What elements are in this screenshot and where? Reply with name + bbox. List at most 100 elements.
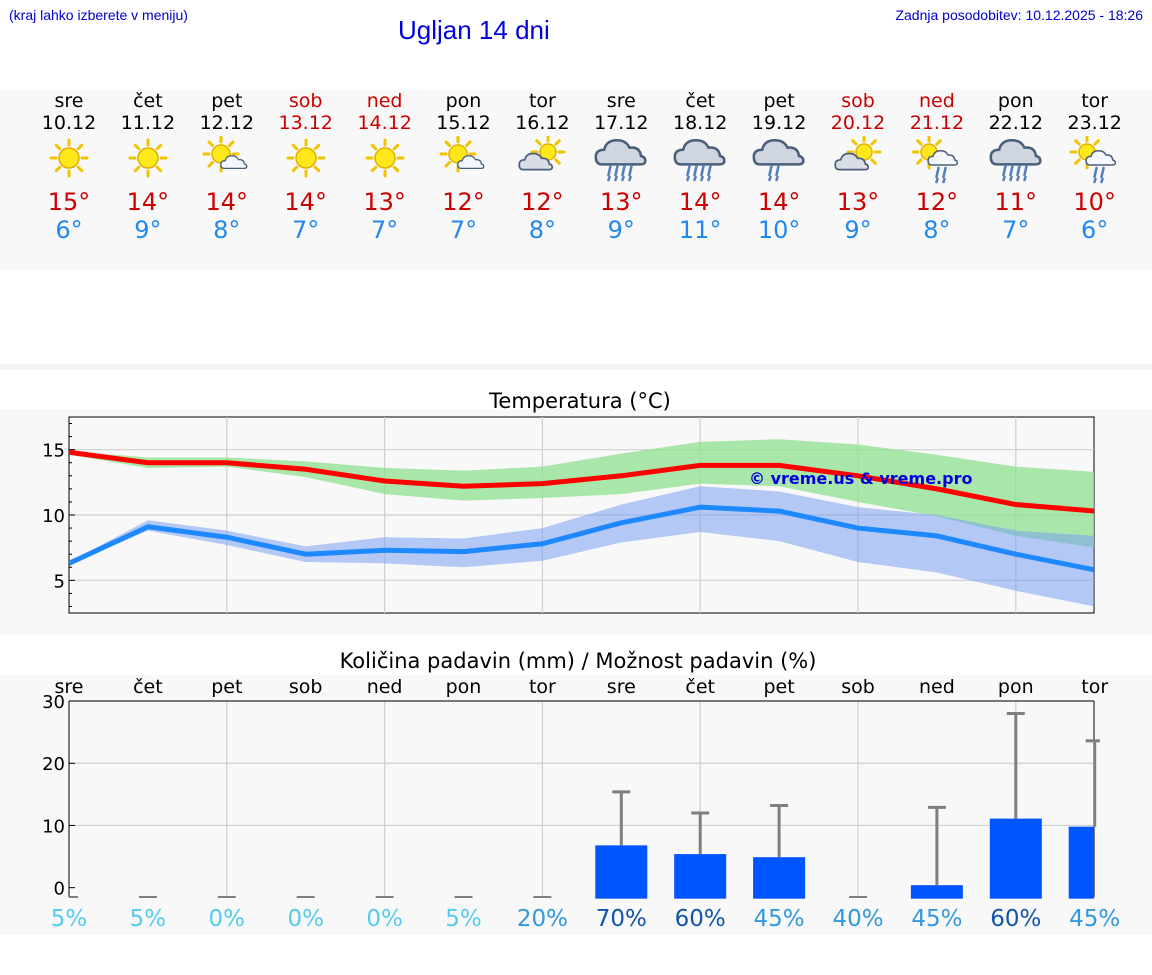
sun-cloud-icon: [202, 136, 248, 173]
day-name: sob: [841, 90, 875, 112]
day-forecast: pon 15.12 12° 7°: [424, 90, 504, 244]
day-name: tor: [1081, 90, 1109, 112]
day-date: 19.12: [751, 112, 807, 134]
precipitation-bar: [989, 818, 1042, 899]
day-date: 11.12: [120, 112, 176, 134]
day-low-temp: 7°: [370, 216, 399, 244]
day-high-temp: 12°: [521, 188, 564, 216]
daily-forecast-strip: [0, 90, 1152, 270]
day-forecast: pon 22.12 11° 7°: [976, 90, 1056, 244]
day-low-temp: 9°: [134, 216, 162, 244]
day-forecast: tor 16.12 12° 8°: [502, 90, 582, 244]
day-date: 17.12: [594, 112, 649, 134]
day-forecast: sre 17.12 13° 9°: [581, 90, 661, 244]
precipitation-probability: 45%: [1069, 906, 1120, 932]
chart-watermark: © vreme.us & vreme.pro: [749, 469, 972, 488]
precipitation-probability: 70%: [596, 906, 647, 932]
sun-cloud-rain-icon: [1069, 136, 1116, 184]
day-name: sre: [606, 90, 636, 112]
precipitation-probability: 45%: [911, 906, 962, 932]
page-title: Ugljan 14 dni: [398, 15, 550, 45]
day-high-temp: 12°: [442, 188, 485, 216]
day-date: 10.12: [41, 112, 97, 134]
precipitation-day-label: sre: [55, 676, 84, 698]
day-name: tor: [528, 90, 556, 112]
last-updated: Zadnja posodobitev: 10.12.2025 - 18:26: [895, 7, 1143, 23]
precipitation-day-label: ned: [367, 676, 403, 698]
precipitation-day-label: pon: [446, 676, 482, 698]
precipitation-probability: 45%: [754, 906, 805, 932]
day-high-temp: 13°: [363, 188, 406, 216]
precipitation-day-label: sre: [607, 676, 636, 698]
day-high-temp: 11°: [994, 188, 1038, 216]
precipitation-day-label: pet: [211, 676, 242, 698]
sun-icon: [49, 138, 89, 178]
precipitation-bar: [753, 857, 806, 899]
day-date: 23.12: [1067, 112, 1122, 134]
day-date: 16.12: [515, 112, 570, 134]
day-forecast: tor 23.12 10° 6°: [1055, 90, 1135, 244]
day-low-temp: 9°: [844, 216, 872, 244]
section-divider: [0, 364, 1152, 370]
day-forecast: ned 21.12 12° 8°: [897, 90, 977, 244]
day-low-temp: 7°: [449, 216, 478, 244]
precipitation-day-label: pet: [763, 676, 794, 698]
precipitation-bar: [910, 885, 963, 899]
day-high-temp: 10°: [1073, 188, 1116, 216]
precipitation-chart-title: Količina padavin (mm) / Možnost padavin …: [340, 649, 817, 673]
temperature-chart-title: Temperatura (°C): [488, 389, 671, 413]
day-high-temp: 15°: [47, 188, 91, 216]
precipitation-probability: 60%: [990, 906, 1041, 932]
precipitation-plot-area: [69, 701, 1094, 897]
precipitation-bar: [595, 845, 648, 899]
day-forecast: sob 13.12 14° 7°: [266, 90, 346, 244]
precipitation-y-tick-label: 30: [42, 692, 65, 713]
day-date: 12.12: [199, 112, 254, 134]
precipitation-probability: 0%: [366, 906, 403, 932]
min-temp-line: [69, 504, 1094, 573]
heavy-rain-icon: [594, 138, 647, 182]
day-low-temp: 7°: [292, 216, 320, 244]
day-high-temp: 14°: [678, 188, 722, 216]
day-low-temp: 9°: [607, 216, 635, 244]
day-low-temp: 10°: [757, 216, 801, 244]
precipitation-probability: 20%: [517, 906, 568, 932]
precipitation-bar: [1068, 826, 1094, 899]
precipitation-probability: 5%: [445, 906, 482, 932]
heavy-rain-icon: [989, 138, 1042, 182]
sun-icon: [365, 138, 405, 178]
precipitation-y-tick-label: 20: [42, 754, 65, 775]
day-name: pon: [997, 90, 1034, 112]
day-date: 14.12: [357, 112, 412, 134]
precipitation-day-label: sob: [841, 676, 875, 698]
location-hint[interactable]: (kraj lahko izberete v meniju): [9, 7, 188, 23]
day-name: sre: [54, 90, 84, 112]
day-high-temp: 14°: [284, 188, 327, 216]
precipitation-probability: 5%: [130, 906, 167, 932]
day-forecast: pet 19.12 14° 10°: [739, 90, 819, 244]
day-name: pet: [211, 90, 243, 112]
sun-cloud-rain-icon: [911, 136, 958, 184]
precipitation-day-label: čet: [133, 676, 163, 698]
day-date: 18.12: [672, 112, 728, 134]
day-low-temp: 8°: [528, 216, 557, 244]
day-date: 22.12: [988, 112, 1043, 134]
precipitation-probability: 0%: [287, 906, 324, 932]
day-forecast: sob 20.12 13° 9°: [818, 90, 898, 244]
day-forecast: čet 11.12 14° 9°: [108, 90, 188, 244]
temperature-y-tick-label: 10: [42, 506, 65, 527]
day-name: ned: [366, 90, 403, 112]
day-high-temp: 12°: [915, 188, 959, 216]
precipitation-day-label: tor: [1081, 676, 1108, 698]
precipitation-y-tick-label: 10: [42, 816, 65, 837]
day-forecast: pet 12.12 14° 8°: [187, 90, 267, 244]
temperature-y-tick-label: 5: [54, 571, 65, 592]
day-forecast: čet 18.12 14° 11°: [660, 90, 740, 244]
day-date: 13.12: [278, 112, 333, 134]
precipitation-day-label: sob: [289, 676, 323, 698]
precipitation-probability: 40%: [832, 906, 883, 932]
min-temp-range-band: [69, 486, 1094, 607]
day-low-temp: 6°: [55, 216, 83, 244]
precipitation-bar: [674, 854, 727, 899]
precipitation-probability: 0%: [209, 906, 246, 932]
